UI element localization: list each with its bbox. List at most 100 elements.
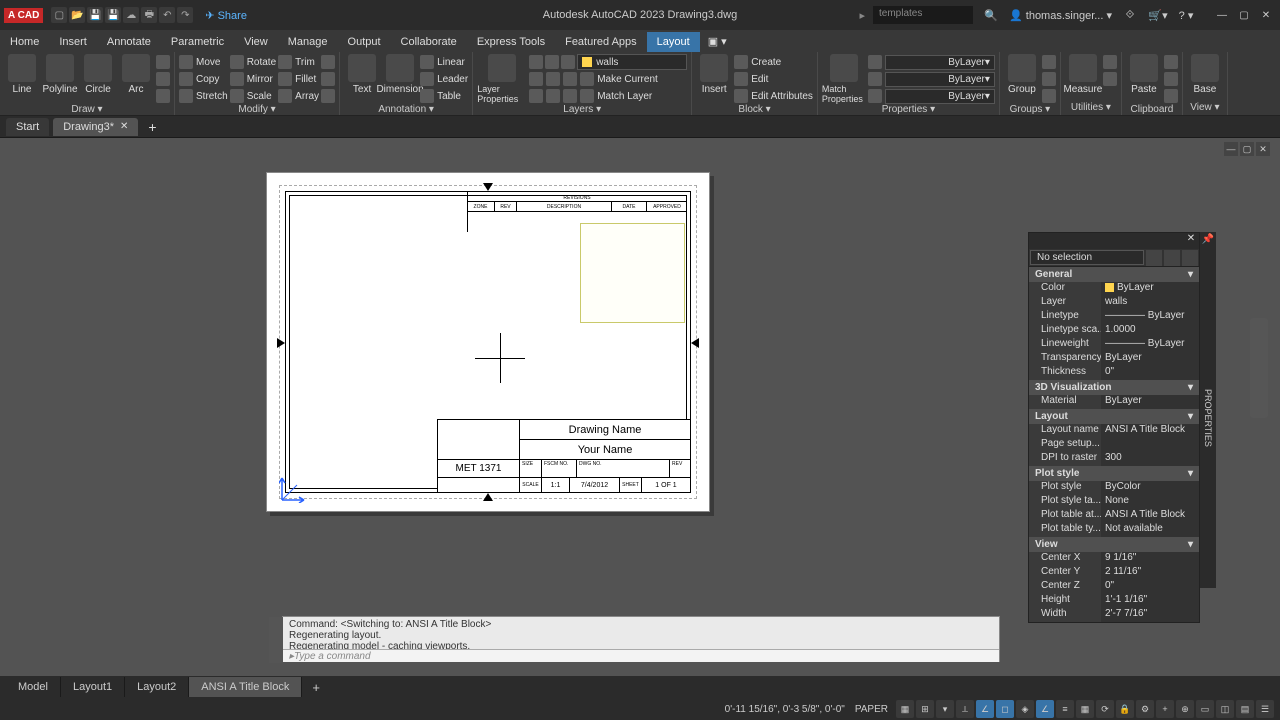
sb-otrack[interactable]: ∠ [1036, 700, 1054, 718]
tab-view[interactable]: View [234, 32, 278, 52]
doc-max-button[interactable]: ▢ [1240, 142, 1254, 156]
qat-save-icon[interactable]: 💾 [87, 7, 103, 23]
paste-button[interactable]: Paste [1126, 54, 1162, 95]
trim-button[interactable]: Trim [278, 54, 319, 70]
doc-close-button[interactable]: ✕ [1256, 142, 1270, 156]
palette-pin-icon[interactable]: 📌 [1200, 232, 1216, 247]
space-mode[interactable]: PAPER [855, 704, 888, 715]
sb-cycle[interactable]: ⟳ [1096, 700, 1114, 718]
palette-titlebar[interactable]: 📌 PROPERTIES [1200, 232, 1216, 588]
sb-clean[interactable]: ▤ [1236, 700, 1254, 718]
maximize-button[interactable]: ▢ [1234, 8, 1254, 22]
ltype-combo[interactable]: ByLayer ▾ [885, 89, 995, 104]
cb3[interactable] [1164, 88, 1178, 104]
tab-collaborate[interactable]: Collaborate [391, 32, 467, 52]
sb-iso[interactable]: ◫ [1216, 700, 1234, 718]
palette-row[interactable]: TransparencyByLayer [1029, 352, 1199, 366]
palette-row[interactable]: DPI to raster300 [1029, 452, 1199, 466]
ut2[interactable] [1103, 71, 1117, 87]
move-button[interactable]: Move [179, 54, 228, 70]
tab-layout[interactable]: Layout [647, 32, 700, 52]
tab-express[interactable]: Express Tools [467, 32, 555, 52]
draw-extra3[interactable] [156, 88, 170, 104]
cmd-handle[interactable] [269, 617, 283, 663]
palette-row[interactable]: Plot table ty...Not available [1029, 523, 1199, 537]
sb-monitor[interactable]: ▭ [1196, 700, 1214, 718]
palette-row[interactable]: Width2'-7 7/16" [1029, 608, 1199, 622]
dimension-button[interactable]: Dimension [382, 54, 418, 95]
palette-category[interactable]: View▾ [1029, 537, 1199, 552]
panel-view-label[interactable]: View ▾ [1187, 102, 1223, 115]
command-input[interactable]: ▸ Type a command [283, 649, 999, 662]
panel-modify-label[interactable]: Modify ▾ [179, 104, 335, 117]
filetab-start[interactable]: Start [6, 118, 49, 136]
copy-button[interactable]: Copy [179, 71, 228, 87]
matchlayer-button[interactable]: Match Layer [529, 88, 687, 104]
palette-row[interactable]: Linetype sca...1.0000 [1029, 324, 1199, 338]
matchprops-button[interactable]: Match Properties [822, 54, 866, 104]
sb-zoom[interactable]: + [1156, 700, 1174, 718]
prop-ico3[interactable]: ByLayer ▾ [868, 88, 995, 104]
sb-drop1[interactable]: ▾ [936, 700, 954, 718]
fillet-button[interactable]: Fillet [278, 71, 319, 87]
leader-button[interactable]: Leader [420, 71, 468, 87]
cb1[interactable] [1164, 54, 1178, 70]
color-combo[interactable]: ByLayer ▾ [885, 55, 995, 70]
stretch-button[interactable]: Stretch [179, 88, 228, 104]
layer-icon1[interactable] [529, 54, 543, 70]
doc-min-button[interactable]: — [1224, 142, 1238, 156]
palette-row[interactable]: Linetype———— ByLayer [1029, 310, 1199, 324]
palette-row[interactable]: Height1'-1 1/16" [1029, 594, 1199, 608]
layer-icon3[interactable] [561, 54, 575, 70]
draw-extra2[interactable] [156, 71, 170, 87]
tab-insert[interactable]: Insert [49, 32, 97, 52]
create-button[interactable]: Create [734, 54, 813, 70]
share-button[interactable]: ✈ Share [205, 9, 247, 22]
rotate-button[interactable]: Rotate [230, 54, 276, 70]
qat-redo-icon[interactable]: ↷ [177, 7, 193, 23]
scale-button[interactable]: Scale [230, 88, 276, 104]
palette-close-icon[interactable]: ✕ [1183, 233, 1199, 249]
sb-snap[interactable]: ⊞ [916, 700, 934, 718]
user-menu[interactable]: 👤 thomas.singer... ▾ [1009, 9, 1112, 22]
qat-plot-icon[interactable]: 🖶 [141, 7, 157, 23]
grp2[interactable] [1042, 71, 1056, 87]
circle-button[interactable]: Circle [80, 54, 116, 95]
palette-row[interactable]: Layout nameANSI A Title Block [1029, 424, 1199, 438]
panel-utilities-label[interactable]: Utilities ▾ [1065, 102, 1117, 115]
qat-web-icon[interactable]: ☁ [123, 7, 139, 23]
ut1[interactable] [1103, 54, 1117, 70]
sb-custom[interactable]: ☰ [1256, 700, 1274, 718]
layerprops-button[interactable]: Layer Properties [477, 54, 527, 104]
autodesk-app-icon[interactable]: ⟐ [1120, 5, 1140, 25]
palette-row[interactable]: Center Y2 11/16" [1029, 566, 1199, 580]
base-button[interactable]: Base [1187, 54, 1223, 95]
qat-open-icon[interactable]: 📂 [69, 7, 85, 23]
tab-manage[interactable]: Manage [278, 32, 338, 52]
grp1[interactable] [1042, 54, 1056, 70]
minimize-button[interactable]: — [1212, 8, 1232, 22]
viewport[interactable] [580, 223, 685, 323]
selection-combo[interactable]: No selection [1030, 250, 1144, 265]
layouttab-ansi[interactable]: ANSI A Title Block [189, 677, 302, 697]
search-input[interactable]: templates [873, 6, 973, 24]
sb-3dosnap[interactable]: ◈ [1016, 700, 1034, 718]
qat-new-icon[interactable]: ▢ [51, 7, 67, 23]
sb-annoscale[interactable]: 🔒 [1116, 700, 1134, 718]
layouttab-add-button[interactable]: + [302, 680, 330, 695]
tab-featured[interactable]: Featured Apps [555, 32, 647, 52]
measure-button[interactable]: Measure [1065, 54, 1101, 95]
palette-btn3[interactable] [1182, 250, 1198, 266]
layouttab-layout2[interactable]: Layout2 [125, 677, 189, 697]
palette-row[interactable]: Plot styleByColor [1029, 481, 1199, 495]
makecurrent-button[interactable]: Make Current [529, 71, 687, 87]
drawing-area[interactable]: — ▢ ✕ REVISIONS ZONE REV DESCRIPTION DAT… [6, 138, 1274, 662]
bedit-button[interactable]: Edit [734, 71, 813, 87]
sb-aa[interactable]: ⚙ [1136, 700, 1154, 718]
sb-osnap[interactable]: ◻ [996, 700, 1014, 718]
filetab-add-button[interactable]: + [142, 119, 162, 135]
tab-home[interactable]: Home [0, 32, 49, 52]
prop-ico2[interactable]: ByLayer ▾ [868, 71, 995, 87]
palette-row[interactable]: Plot table at...ANSI A Title Block [1029, 509, 1199, 523]
sb-ortho[interactable]: ⟂ [956, 700, 974, 718]
